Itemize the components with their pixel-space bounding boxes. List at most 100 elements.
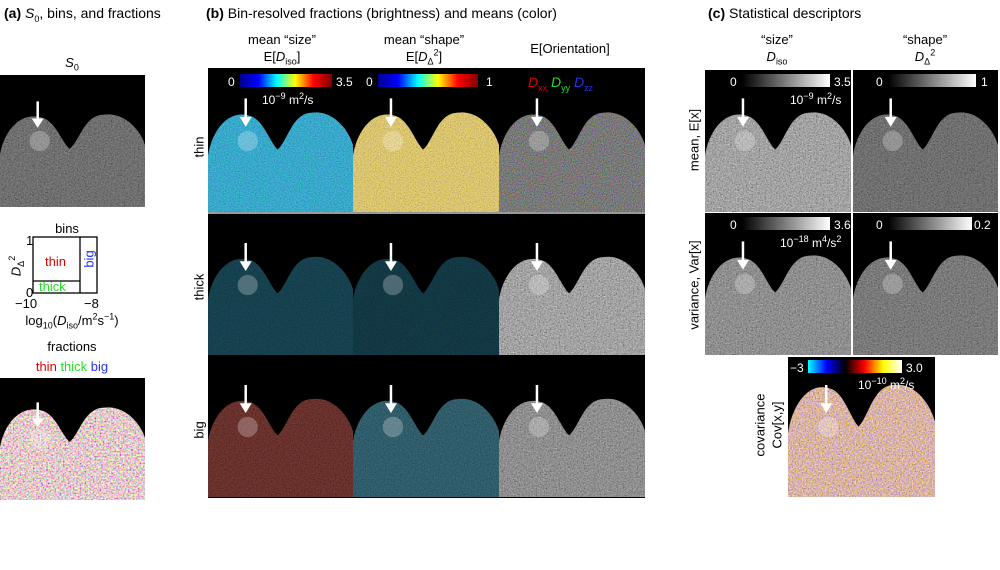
label: 0.2: [974, 218, 991, 232]
label: 1: [981, 75, 988, 89]
unit: 10−10 m2/s: [858, 376, 915, 392]
label: /s: [905, 378, 915, 392]
colorbar: [888, 217, 972, 230]
panel-b-title: (b) Bin-resolved fractions (brightness) …: [206, 6, 557, 20]
label: −10: [871, 376, 887, 386]
label: 2: [433, 47, 439, 58]
arrow-head: [884, 116, 897, 127]
bins-x-label: log10(Diso/m2s−1): [25, 311, 118, 330]
arrow-head: [736, 259, 749, 270]
label: −1: [103, 311, 115, 322]
label: E[: [263, 49, 276, 64]
label: mean “shape”: [383, 32, 465, 47]
label: S: [25, 5, 35, 21]
label: thin: [191, 136, 207, 158]
label: /m: [78, 313, 93, 328]
arrow-head: [530, 261, 543, 271]
label: 3.6: [834, 218, 851, 232]
label: −18: [793, 234, 809, 244]
arrow-head: [239, 403, 252, 413]
arrow-head: [31, 418, 44, 427]
lesion: [734, 130, 756, 152]
label: E[: [405, 49, 419, 64]
colorbar: [742, 74, 830, 87]
arrow-head: [384, 116, 397, 127]
label: 2: [826, 91, 832, 101]
label: big: [191, 421, 207, 439]
label: zz: [584, 82, 594, 93]
lesion: [528, 274, 550, 296]
unit: 10−9 m2/s: [790, 91, 841, 107]
label: Δ: [427, 56, 434, 67]
label: big: [81, 250, 97, 268]
lesion: [882, 273, 903, 295]
label: D: [551, 74, 562, 90]
lesion: [528, 130, 550, 152]
label: 2: [836, 234, 842, 244]
label: Bin-resolved fractions (brightness) and …: [227, 5, 557, 21]
label: D: [574, 74, 585, 90]
column-expr: E[Diso]: [263, 49, 301, 66]
arrow-head: [884, 259, 897, 270]
label: D: [418, 49, 428, 64]
image-title: S0: [65, 56, 79, 72]
label: 0: [730, 75, 737, 89]
label: m: [886, 378, 900, 392]
panel-a-title: (a) S0, bins, and fractions: [4, 5, 161, 23]
lesion: [882, 130, 903, 152]
label: iso: [66, 320, 79, 331]
label: 2: [298, 91, 304, 101]
label: fractions: [47, 339, 97, 354]
column-expr: DΔ2: [914, 48, 935, 66]
label: 0: [876, 218, 883, 232]
label: , bins, and fractions: [39, 5, 161, 21]
label: 0: [730, 218, 737, 232]
lesion: [237, 416, 258, 438]
label: thin: [45, 254, 66, 269]
lesion: [734, 273, 756, 295]
unit: 10−18 m4/s2: [780, 234, 842, 250]
colorbar: [378, 74, 478, 87]
lesion: [237, 274, 258, 296]
label: 0: [876, 75, 883, 89]
lesion: [29, 428, 50, 450]
label: 4: [821, 234, 827, 244]
label: −8: [84, 296, 99, 311]
label: (: [52, 313, 58, 328]
label: (c): [708, 5, 726, 21]
lesion: [382, 416, 404, 438]
label: −9: [803, 91, 814, 101]
bins-box: [32, 236, 98, 294]
label: Cov[x,y]: [769, 401, 785, 449]
label: 1: [26, 233, 34, 248]
label: (a): [4, 5, 22, 21]
label: thick: [60, 359, 88, 374]
arrow-head: [31, 118, 44, 128]
label: bins: [55, 221, 79, 236]
label: −9: [275, 91, 286, 101]
label: /s: [827, 236, 837, 250]
arrow-head: [530, 116, 543, 127]
label: D: [766, 49, 776, 64]
label: Statistical descriptors: [729, 5, 862, 21]
label: D: [914, 49, 925, 64]
arrow-head: [736, 116, 749, 127]
label: 0: [26, 285, 34, 300]
orientation-legend: Dxx Dyy Dzz: [528, 74, 593, 92]
label: 10: [780, 236, 794, 250]
lesion: [382, 130, 404, 152]
label: D: [528, 74, 539, 90]
arrow-head: [530, 403, 543, 413]
label: −10: [15, 296, 38, 311]
colorbar: [808, 360, 902, 373]
label: 2: [92, 311, 98, 322]
label: −3: [790, 361, 804, 375]
lesion: [29, 130, 50, 152]
label: 3.0: [906, 361, 923, 375]
colorbar: [888, 74, 976, 87]
label: D: [8, 266, 24, 277]
label: big: [90, 359, 109, 374]
label: Δ: [16, 260, 27, 267]
fractions-legend: thin thick big: [36, 360, 108, 373]
